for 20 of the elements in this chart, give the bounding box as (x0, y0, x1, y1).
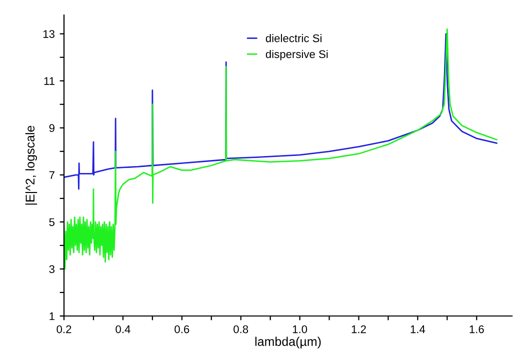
y-axis-title: |E|^2, logscale (25, 126, 38, 205)
y-tick-label: 9 (49, 124, 54, 132)
x-tick-label: 0.2 (56, 325, 72, 334)
x-tick-label: 1.4 (410, 325, 426, 334)
line-series (64, 28, 498, 270)
x-tick-label: 0.4 (116, 325, 130, 334)
x-tick-label: 0.8 (234, 325, 248, 334)
y-tick-label: 1 (50, 312, 54, 320)
x-tick-label: 1.6 (470, 325, 484, 334)
x-tick-label: 0.6 (174, 325, 190, 334)
x-tick-label: 1.0 (292, 325, 308, 334)
y-tick-label: 11 (44, 77, 54, 85)
y-tick-label: 13 (43, 30, 54, 38)
legend-label: dielectric Si (266, 34, 322, 42)
y-tick-label: 7 (49, 171, 54, 179)
y-tick-label: 3 (49, 265, 54, 274)
y-tick-label: 5 (49, 218, 55, 226)
legend-label: dispersive Si (266, 50, 328, 60)
x-tick-label: 1.2 (352, 325, 366, 334)
x-axis-title: lambda(µm) (255, 336, 321, 348)
